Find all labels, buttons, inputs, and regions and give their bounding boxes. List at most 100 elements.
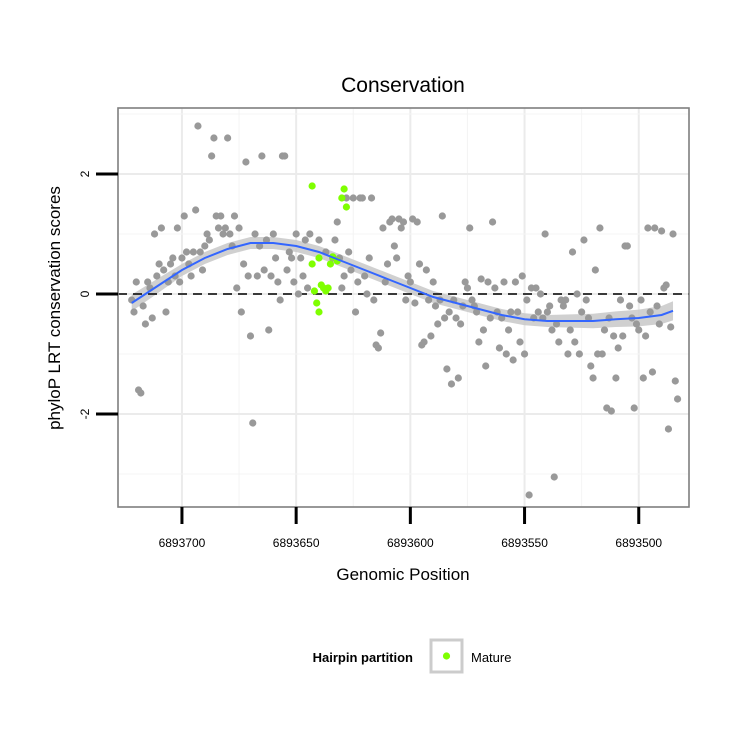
data-point [393, 254, 401, 262]
data-point [434, 320, 442, 328]
data-point [468, 296, 476, 304]
data-point [648, 368, 657, 376]
data-point [388, 215, 396, 223]
data-point [201, 242, 209, 250]
loess-smooth-line [131, 242, 674, 322]
data-point [482, 362, 490, 370]
data-point [504, 326, 513, 334]
data-point [452, 314, 460, 322]
smooth-line [131, 242, 674, 322]
data-point [148, 314, 156, 322]
data-point [256, 242, 264, 250]
data-point [217, 212, 225, 220]
data-point [258, 152, 266, 160]
data-point [157, 224, 165, 232]
data-point [568, 248, 577, 256]
data-point [340, 272, 348, 280]
data-point [292, 230, 300, 238]
data-point [180, 212, 188, 220]
data-point [653, 302, 661, 310]
data-point [274, 278, 282, 286]
data-point [203, 230, 211, 238]
data-point [639, 374, 647, 382]
mature-point [342, 203, 350, 211]
data-point [671, 377, 679, 385]
data-point [626, 302, 634, 310]
data-point [176, 278, 184, 286]
data-point [162, 308, 170, 316]
data-point [246, 332, 255, 340]
data-point [189, 248, 197, 256]
data-point [397, 224, 405, 232]
data-point [251, 230, 259, 238]
data-point [488, 218, 497, 226]
data-point [425, 296, 433, 304]
data-point [550, 473, 558, 481]
x-tick-label: 6893650 [273, 536, 320, 550]
data-point [555, 338, 563, 346]
y-axis-label: phyloP LRT conservation scores [45, 186, 64, 430]
data-point [294, 290, 303, 298]
data-point [642, 332, 650, 340]
data-point [612, 374, 620, 382]
data-point [383, 260, 392, 268]
data-point [413, 218, 421, 226]
legend: Hairpin partition Mature [313, 638, 511, 674]
legend-label-mature: Mature [471, 650, 511, 665]
data-point [591, 266, 599, 274]
data-point [249, 419, 257, 427]
data-point [173, 224, 181, 232]
data-point [406, 278, 414, 286]
data-point [166, 260, 175, 268]
data-point [589, 374, 597, 382]
data-point [673, 395, 682, 403]
x-axis: 6893700 6893650 6893600 6893550 6893500 [159, 507, 662, 550]
data-point [240, 260, 248, 268]
data-point [534, 308, 542, 316]
data-point [370, 296, 378, 304]
data-point [623, 242, 631, 250]
data-point [155, 260, 163, 268]
data-point [566, 326, 574, 334]
data-point [454, 374, 462, 382]
data-point [447, 380, 456, 388]
data-point [443, 365, 451, 373]
mature-point [310, 287, 319, 295]
data-point [333, 218, 341, 226]
data-point [429, 278, 437, 286]
plot-panel [117, 107, 690, 508]
data-point [491, 284, 499, 292]
data-point [472, 308, 481, 316]
data-point [525, 491, 533, 499]
data-point [379, 224, 387, 232]
mature-point [338, 194, 346, 202]
data-point [596, 224, 604, 232]
data-point [461, 278, 469, 286]
data-point [182, 248, 191, 256]
data-point [532, 284, 540, 292]
data-point [233, 284, 241, 292]
data-point [580, 236, 588, 244]
data-point [507, 308, 515, 316]
data-point [502, 350, 510, 358]
data-point [331, 236, 339, 244]
data-point [196, 248, 204, 256]
data-point [276, 296, 284, 304]
data-point [137, 389, 145, 397]
data-point [160, 266, 168, 274]
data-point [210, 134, 218, 142]
data-point [287, 254, 296, 262]
x-tick-label: 6893550 [501, 536, 548, 550]
mature-point [308, 260, 316, 268]
data-point [543, 308, 551, 316]
data-point [514, 308, 522, 316]
data-point [559, 302, 567, 310]
data-point [205, 236, 213, 244]
chart-title: Conservation [341, 74, 465, 97]
data-point [281, 152, 289, 160]
data-point [518, 272, 526, 280]
data-point [578, 308, 586, 316]
data-point [610, 332, 618, 340]
data-point [415, 260, 424, 268]
